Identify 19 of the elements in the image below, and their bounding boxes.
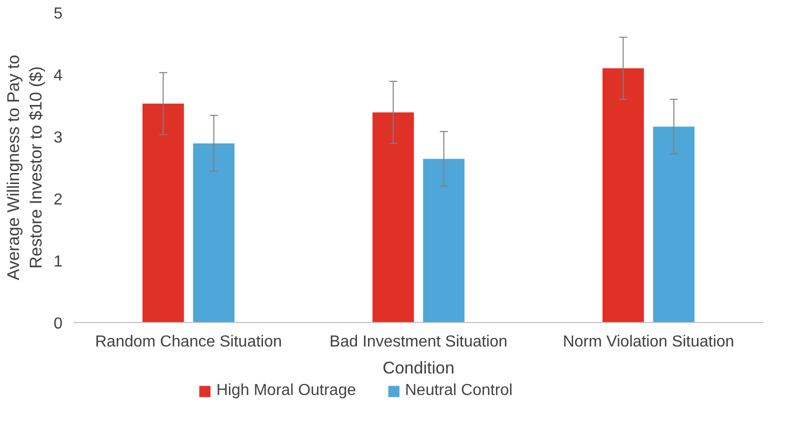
y-tick-label: 4 [54,68,63,84]
legend-label: Neutral Control [404,382,513,400]
bar [142,104,184,322]
y-tick-label: 2 [54,192,63,208]
y-tick-label: 5 [54,6,63,22]
x-tick-label: Random Chance Situation [95,334,282,350]
x-tick-label: Norm Violation Situation [562,334,734,350]
x-axis-title: Condition [382,358,454,378]
x-tick-label: Bad Investment Situation [330,334,508,350]
bar [193,143,234,322]
y-tick-label: 3 [54,130,63,146]
y-axis-title: Average Willingness to Pay to Restore Investor to $10 ($) [4,54,46,280]
bar [602,68,644,322]
legend-label: High Moral Outrage [216,382,356,400]
bar [653,126,694,322]
y-tick-label: 0 [54,316,63,332]
bar [423,158,464,322]
y-tick-label: 1 [54,254,63,270]
bar [372,112,414,322]
